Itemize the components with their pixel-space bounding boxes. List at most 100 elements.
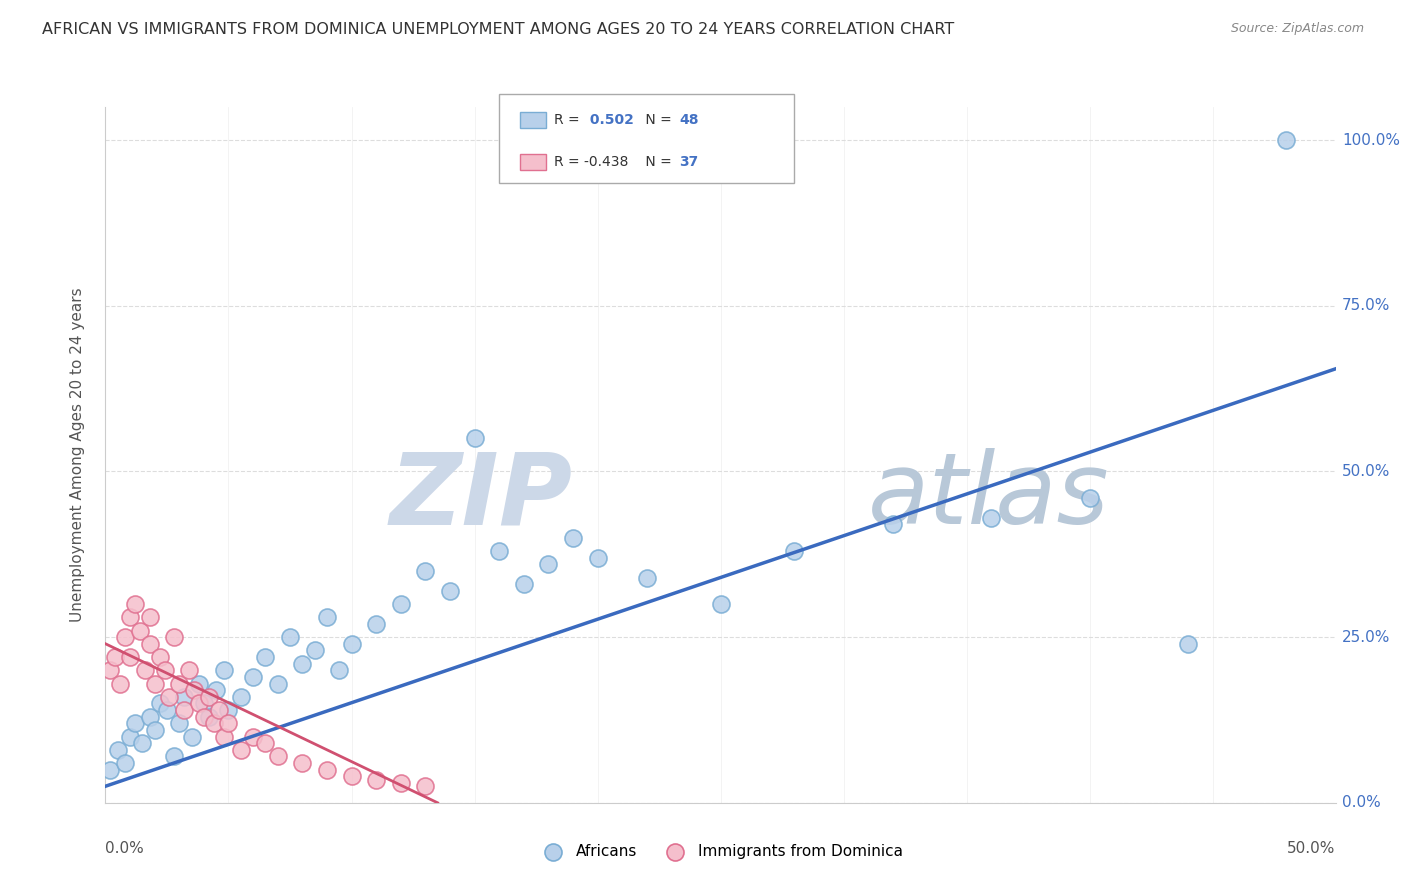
- Point: [340, 637, 363, 651]
- Point: [513, 577, 536, 591]
- Text: N =: N =: [641, 155, 676, 169]
- Point: [120, 650, 141, 665]
- Point: [218, 716, 240, 731]
- Point: [710, 597, 733, 611]
- Point: [586, 550, 609, 565]
- Point: [413, 779, 436, 793]
- Point: [291, 657, 314, 671]
- Point: [138, 709, 162, 723]
- Text: AFRICAN VS IMMIGRANTS FROM DOMINICA UNEMPLOYMENT AMONG AGES 20 TO 24 YEARS CORRE: AFRICAN VS IMMIGRANTS FROM DOMINICA UNEM…: [42, 22, 955, 37]
- Point: [120, 730, 141, 744]
- Text: 0.0%: 0.0%: [1341, 796, 1381, 810]
- Point: [124, 716, 146, 731]
- Point: [783, 544, 806, 558]
- Point: [131, 736, 153, 750]
- Point: [143, 676, 166, 690]
- Point: [98, 763, 122, 777]
- Point: [291, 756, 314, 770]
- Point: [114, 630, 136, 644]
- Point: [193, 697, 215, 711]
- Text: 50.0%: 50.0%: [1341, 464, 1391, 479]
- Point: [138, 637, 162, 651]
- Point: [180, 730, 202, 744]
- Point: [212, 663, 235, 677]
- Point: [328, 663, 350, 677]
- Point: [389, 597, 412, 611]
- Point: [413, 564, 436, 578]
- Point: [193, 709, 215, 723]
- Point: [229, 743, 252, 757]
- Point: [242, 670, 264, 684]
- Point: [120, 610, 141, 624]
- Point: [315, 763, 337, 777]
- Point: [267, 676, 290, 690]
- Point: [197, 690, 219, 704]
- Text: R = -0.438: R = -0.438: [554, 155, 628, 169]
- Legend: Africans, Immigrants from Dominica: Africans, Immigrants from Dominica: [531, 838, 910, 864]
- Point: [366, 616, 388, 631]
- Point: [315, 610, 337, 624]
- Point: [488, 544, 510, 558]
- Point: [882, 517, 904, 532]
- Point: [107, 743, 129, 757]
- Point: [537, 558, 560, 572]
- Point: [134, 663, 156, 677]
- Point: [149, 697, 172, 711]
- Point: [169, 716, 191, 731]
- Point: [173, 690, 195, 704]
- Text: 50.0%: 50.0%: [1288, 841, 1336, 856]
- Text: 37: 37: [679, 155, 699, 169]
- Point: [138, 610, 162, 624]
- Text: Source: ZipAtlas.com: Source: ZipAtlas.com: [1230, 22, 1364, 36]
- Point: [464, 431, 486, 445]
- Text: atlas: atlas: [869, 448, 1109, 545]
- Point: [169, 676, 191, 690]
- Point: [1177, 637, 1199, 651]
- Point: [124, 597, 146, 611]
- Point: [163, 630, 186, 644]
- Point: [636, 570, 658, 584]
- Point: [304, 643, 326, 657]
- Text: N =: N =: [641, 113, 676, 128]
- Point: [156, 703, 179, 717]
- Text: 100.0%: 100.0%: [1341, 133, 1400, 148]
- Point: [104, 650, 127, 665]
- Point: [205, 683, 228, 698]
- Point: [202, 716, 225, 731]
- Point: [278, 630, 301, 644]
- Point: [143, 723, 166, 737]
- Point: [1275, 133, 1298, 147]
- Point: [229, 690, 252, 704]
- Point: [267, 749, 290, 764]
- Point: [153, 663, 176, 677]
- Point: [366, 772, 388, 787]
- Point: [218, 703, 240, 717]
- Point: [389, 776, 412, 790]
- Text: 0.502: 0.502: [585, 113, 634, 128]
- Text: 0.0%: 0.0%: [105, 841, 145, 856]
- Point: [254, 736, 277, 750]
- Point: [340, 769, 363, 783]
- Point: [173, 703, 195, 717]
- Y-axis label: Unemployment Among Ages 20 to 24 years: Unemployment Among Ages 20 to 24 years: [70, 287, 84, 623]
- Point: [188, 676, 211, 690]
- Text: ZIP: ZIP: [389, 448, 574, 545]
- Point: [1078, 491, 1101, 505]
- Text: R =: R =: [554, 113, 583, 128]
- Point: [183, 683, 205, 698]
- Point: [149, 650, 172, 665]
- Point: [98, 663, 122, 677]
- Point: [114, 756, 136, 770]
- Point: [212, 730, 235, 744]
- Point: [208, 703, 231, 717]
- Text: 25.0%: 25.0%: [1341, 630, 1391, 645]
- Point: [439, 583, 461, 598]
- Point: [129, 624, 152, 638]
- Point: [242, 730, 264, 744]
- Point: [980, 511, 1002, 525]
- Point: [163, 749, 186, 764]
- Point: [562, 531, 585, 545]
- Point: [254, 650, 277, 665]
- Text: 48: 48: [679, 113, 699, 128]
- Point: [110, 676, 132, 690]
